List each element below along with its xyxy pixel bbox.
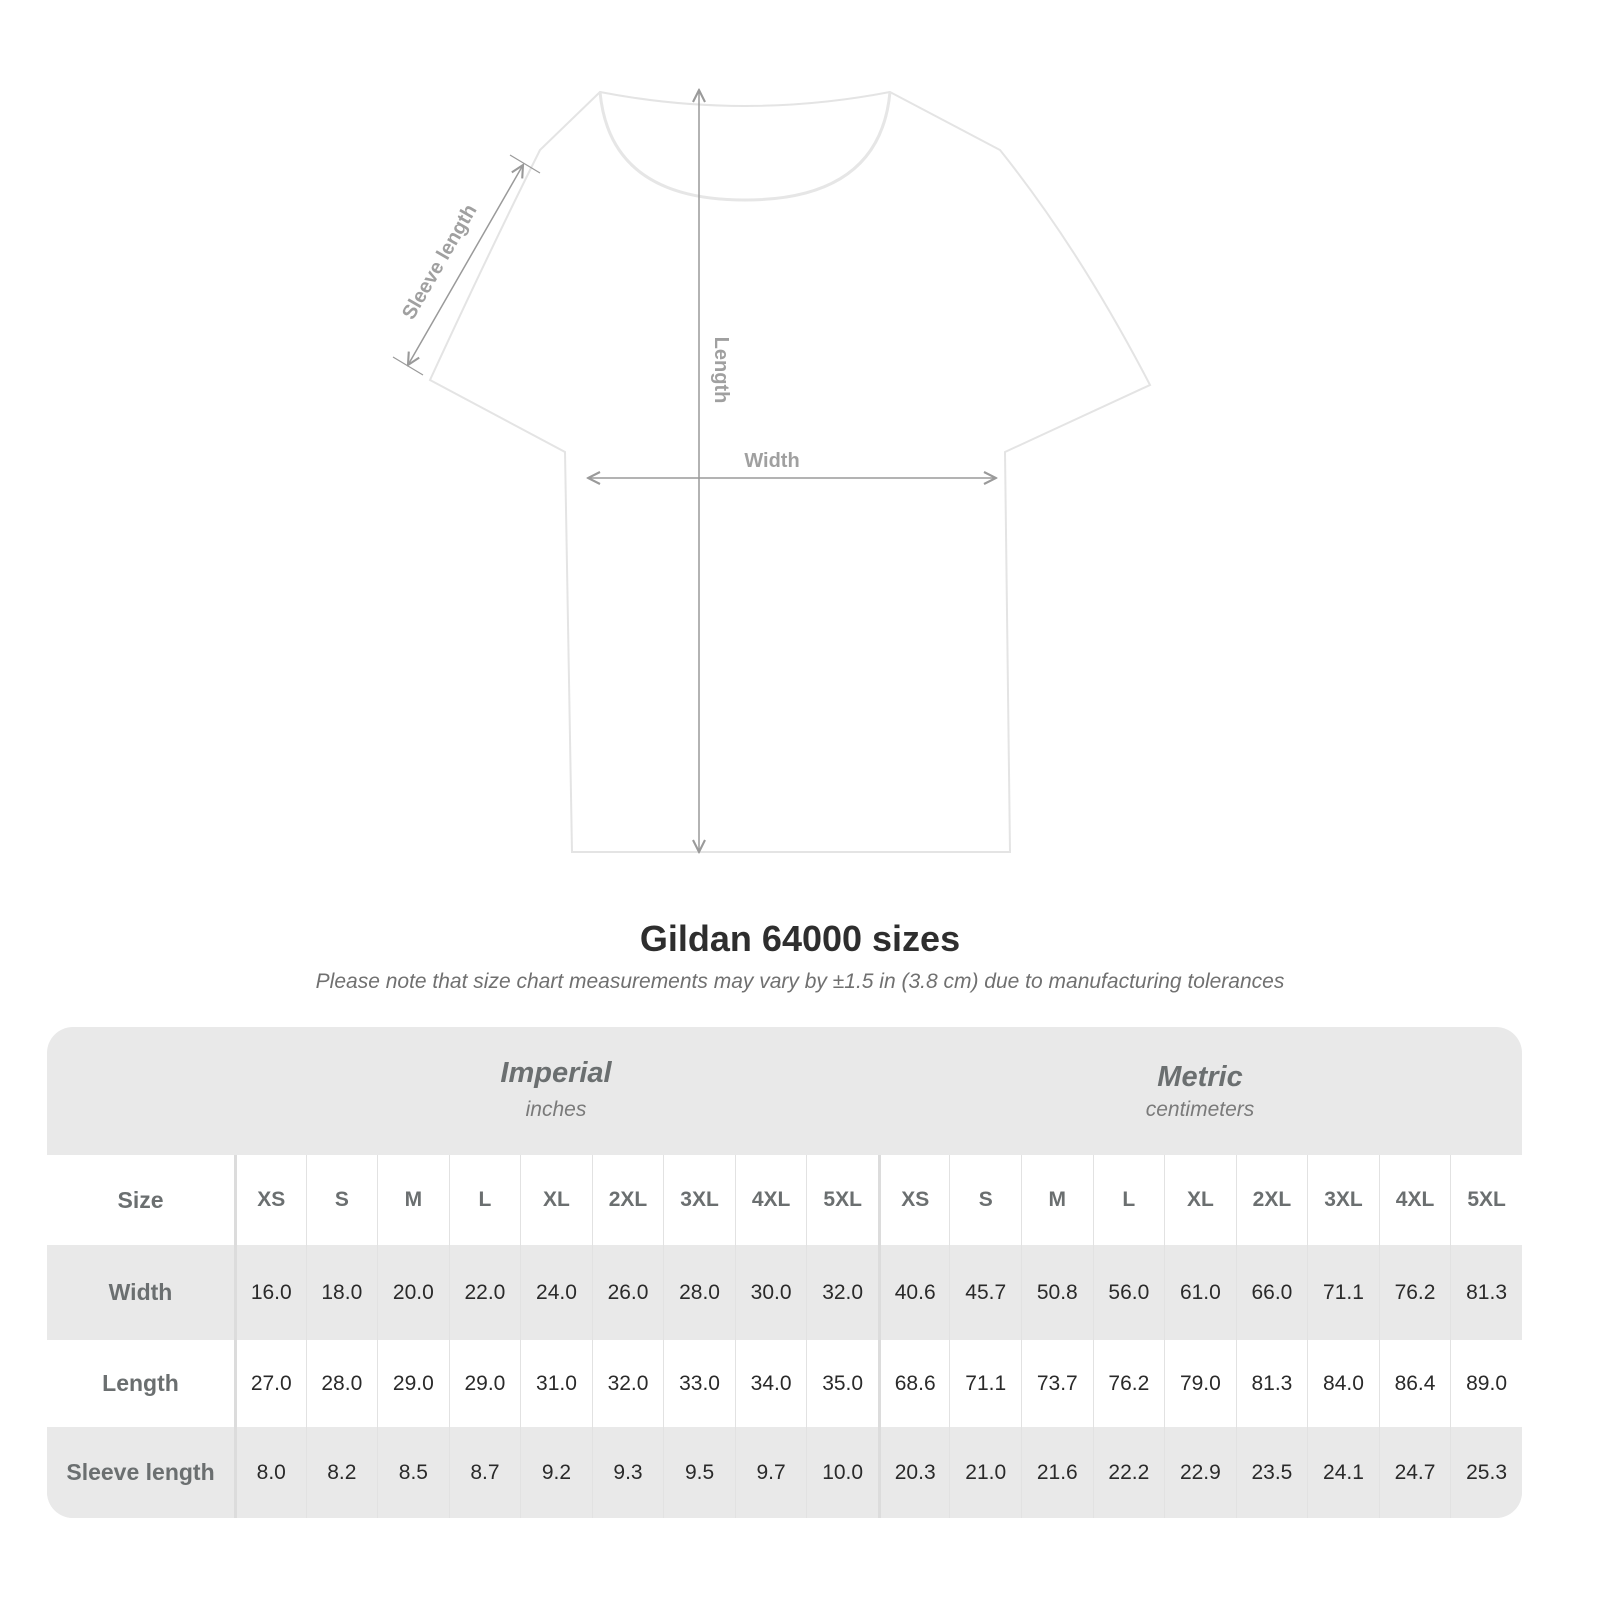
- imperial-size-header: 5XL: [806, 1155, 878, 1245]
- metric-value-cell: 21.0: [949, 1427, 1021, 1518]
- imperial-value-cell: 33.0: [663, 1340, 735, 1427]
- imperial-value-cell: 29.0: [377, 1340, 449, 1427]
- metric-value-cell: 20.3: [877, 1427, 950, 1518]
- metric-header: Metric centimeters: [878, 1027, 1522, 1155]
- tshirt-body: [428, 90, 1152, 853]
- metric-value-cell: 40.6: [877, 1245, 950, 1340]
- imperial-size-header: XL: [520, 1155, 592, 1245]
- metric-value-cell: 81.3: [1235, 1340, 1308, 1427]
- imperial-value-cell: 28.0: [663, 1245, 735, 1340]
- metric-value-cell: 66.0: [1235, 1245, 1308, 1340]
- imperial-value-cell: 26.0: [591, 1245, 664, 1340]
- row-label: Width: [108, 1279, 173, 1305]
- imperial-unit: inches: [525, 1098, 587, 1121]
- table-row: Width 16.0 18.0 20.0 22.0 24.0 26.0 28.0 30.0 32.…: [47, 1245, 1522, 1340]
- metric-size-header: XL: [1164, 1155, 1236, 1245]
- tolerance-note: Please note that size chart measurements…: [315, 970, 1285, 993]
- imperial-size-header: 3XL: [663, 1155, 735, 1245]
- metric-size-header: 2XL: [1235, 1155, 1308, 1245]
- tshirt-collar: [598, 91, 892, 202]
- imperial-size-header: L: [448, 1155, 521, 1245]
- imperial-value-cell: 9.7: [734, 1427, 807, 1518]
- metric-size-header: 3XL: [1307, 1155, 1379, 1245]
- metric-size-header: XS: [877, 1155, 950, 1245]
- imperial-size-header: 2XL: [591, 1155, 664, 1245]
- metric-value-cell: 79.0: [1164, 1340, 1236, 1427]
- metric-size-header: 4XL: [1378, 1155, 1451, 1245]
- imperial-size-header: 4XL: [734, 1155, 807, 1245]
- metric-value-cell: 25.3: [1450, 1427, 1522, 1518]
- imperial-value-cell: 9.3: [591, 1427, 664, 1518]
- imperial-size-header: XS: [234, 1155, 306, 1245]
- imperial-value-cell: 8.2: [305, 1427, 378, 1518]
- metric-value-cell: 24.7: [1378, 1427, 1451, 1518]
- imperial-size-header: S: [305, 1155, 378, 1245]
- imperial-value-cell: 35.0: [806, 1340, 878, 1427]
- metric-value-cell: 76.2: [1092, 1340, 1165, 1427]
- imperial-value-cell: 18.0: [305, 1245, 378, 1340]
- metric-size-header: M: [1021, 1155, 1093, 1245]
- width-label: Width: [744, 450, 799, 472]
- imperial-value-cell: 32.0: [806, 1245, 878, 1340]
- imperial-value-cell: 27.0: [234, 1340, 306, 1427]
- metric-size-header: L: [1092, 1155, 1165, 1245]
- imperial-value-cell: 28.0: [305, 1340, 378, 1427]
- imperial-value-cell: 24.0: [520, 1245, 592, 1340]
- imperial-size-header: M: [377, 1155, 449, 1245]
- metric-value-cell: 22.2: [1092, 1427, 1165, 1518]
- imperial-value-cell: 10.0: [806, 1427, 878, 1518]
- imperial-value-cell: 8.7: [448, 1427, 521, 1518]
- length-label: Length: [710, 337, 732, 404]
- row-label: Sleeve length: [66, 1459, 215, 1485]
- metric-value-cell: 56.0: [1092, 1245, 1165, 1340]
- imperial-value-cell: 22.0: [448, 1245, 521, 1340]
- row-label: Length: [102, 1370, 179, 1396]
- metric-value-cell: 21.6: [1021, 1427, 1093, 1518]
- imperial-value-cell: 16.0: [234, 1245, 306, 1340]
- metric-value-cell: 76.2: [1378, 1245, 1451, 1340]
- imperial-value-cell: 8.5: [377, 1427, 449, 1518]
- row-label: Size: [117, 1186, 164, 1213]
- size-header-row: Size XS S M L XL 2XL 3XL 4XL 5XL XS S M L XL 2XL 3XL 4XL 5…: [47, 1155, 1522, 1245]
- metric-value-cell: 23.5: [1235, 1427, 1308, 1518]
- metric-value-cell: 61.0: [1164, 1245, 1236, 1340]
- metric-value-cell: 73.7: [1021, 1340, 1093, 1427]
- metric-value-cell: 24.1: [1307, 1427, 1379, 1518]
- metric-value-cell: 71.1: [949, 1340, 1021, 1427]
- table-row: Length 27.0 28.0 29.0 29.0 31.0 32.0 33.0 34.0 35…: [47, 1340, 1522, 1427]
- metric-value-cell: 45.7: [949, 1245, 1021, 1340]
- metric-value-cell: 71.1: [1307, 1245, 1379, 1340]
- metric-size-header: 5XL: [1450, 1155, 1522, 1245]
- metric-unit: centimeters: [1145, 1098, 1255, 1121]
- metric-value-cell: 68.6: [877, 1340, 950, 1427]
- imperial-header: Imperial inches: [234, 1027, 878, 1155]
- size-table: Imperial inches Metric centimeters Size X…: [47, 1027, 1522, 1518]
- imperial-value-cell: 9.2: [520, 1427, 592, 1518]
- imperial-title: Imperial: [500, 1057, 612, 1089]
- metric-value-cell: 81.3: [1450, 1245, 1522, 1340]
- tshirt-diagram: Sleeve length Length Width: [392, 0, 1152, 880]
- metric-value-cell: 50.8: [1021, 1245, 1093, 1340]
- metric-value-cell: 86.4: [1378, 1340, 1451, 1427]
- imperial-value-cell: 29.0: [448, 1340, 521, 1427]
- imperial-value-cell: 20.0: [377, 1245, 449, 1340]
- metric-value-cell: 84.0: [1307, 1340, 1379, 1427]
- sleeve-arrow: [408, 165, 523, 365]
- imperial-value-cell: 8.0: [234, 1427, 306, 1518]
- table-row: Sleeve length 8.0 8.2 8.5 8.7 9.2 9.3 9.5 9.7 10.…: [47, 1427, 1522, 1518]
- imperial-value-cell: 31.0: [520, 1340, 592, 1427]
- metric-value-cell: 89.0: [1450, 1340, 1522, 1427]
- page-title: Gildan 64000 sizes: [639, 918, 961, 959]
- metric-value-cell: 22.9: [1164, 1427, 1236, 1518]
- metric-title: Metric: [1157, 1061, 1243, 1093]
- imperial-value-cell: 34.0: [734, 1340, 807, 1427]
- imperial-value-cell: 32.0: [591, 1340, 664, 1427]
- imperial-value-cell: 30.0: [734, 1245, 807, 1340]
- imperial-value-cell: 9.5: [663, 1427, 735, 1518]
- metric-size-header: S: [949, 1155, 1021, 1245]
